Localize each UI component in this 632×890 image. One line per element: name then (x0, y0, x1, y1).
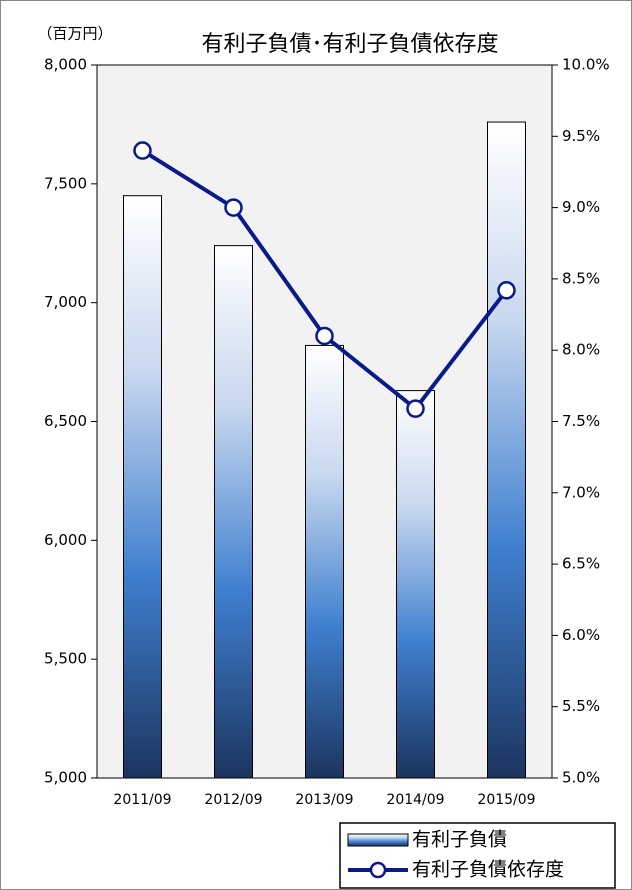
legend-marker (369, 861, 387, 879)
bar (487, 121, 526, 779)
legend-swatch (347, 833, 409, 847)
legend-label: 有利子負債依存度 (412, 859, 564, 881)
marker (224, 198, 243, 217)
y-tick-label: 7,000 (44, 293, 87, 311)
y2-tick-label: 5.0% (562, 769, 600, 787)
y2-tick-label: 7.5% (562, 412, 600, 430)
y-tick-label: 8,000 (44, 56, 87, 74)
plot-border (96, 64, 553, 779)
chart-title: 有利子負債･有利子負債依存度 (201, 32, 498, 57)
y2-tick-label: 9.0% (562, 198, 600, 216)
y2-tick-label: 9.5% (562, 127, 600, 145)
y-tick-label: 7,500 (44, 174, 87, 192)
x-tick-label: 2014/09 (386, 792, 444, 808)
bar (123, 195, 162, 779)
y2-tick-label: 8.0% (562, 341, 600, 359)
marker (133, 141, 152, 160)
y2-tick-label: 8.5% (562, 269, 600, 287)
bar (214, 245, 253, 779)
y2-tick-label: 7.0% (562, 483, 600, 501)
legend-label: 有利子負債 (412, 829, 507, 851)
marker (406, 399, 425, 418)
x-tick-label: 2013/09 (295, 792, 353, 808)
y2-tick-label: 10.0% (562, 56, 610, 74)
x-tick-label: 2011/09 (113, 792, 171, 808)
bar (305, 344, 344, 779)
marker (315, 326, 334, 346)
y-tick-label: 6,000 (44, 531, 87, 549)
y-tick-label: 6,500 (44, 412, 87, 430)
y-tick-label: 5,000 (44, 769, 87, 787)
y2-tick-label: 6.5% (562, 555, 600, 573)
y-axis-unit: （百万円） (37, 25, 112, 43)
x-tick-label: 2012/09 (204, 792, 262, 808)
y-tick-label: 5,500 (44, 650, 87, 668)
y2-tick-label: 5.5% (562, 697, 600, 715)
marker (497, 281, 516, 300)
y2-tick-label: 6.0% (562, 626, 600, 644)
bar (396, 390, 435, 779)
x-tick-label: 2015/09 (477, 792, 535, 808)
